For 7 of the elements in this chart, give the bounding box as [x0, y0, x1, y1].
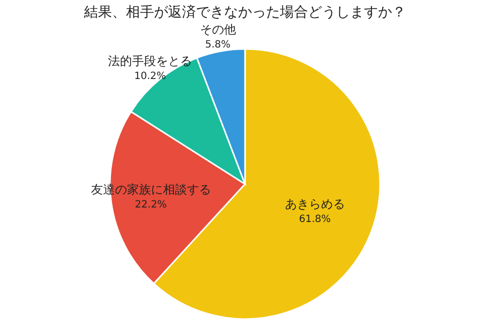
- data-label: 61.8%: [299, 214, 331, 226]
- slice-label: あきらめる: [284, 197, 345, 212]
- data-label: 22.2%: [134, 200, 167, 210]
- slice-label: その他: [200, 22, 236, 36]
- chart-title: 結果、相手が返済できなかった場合どうしますか？: [83, 4, 406, 20]
- data-label: 5.8%: [205, 39, 231, 50]
- data-label: 10.2%: [134, 70, 166, 82]
